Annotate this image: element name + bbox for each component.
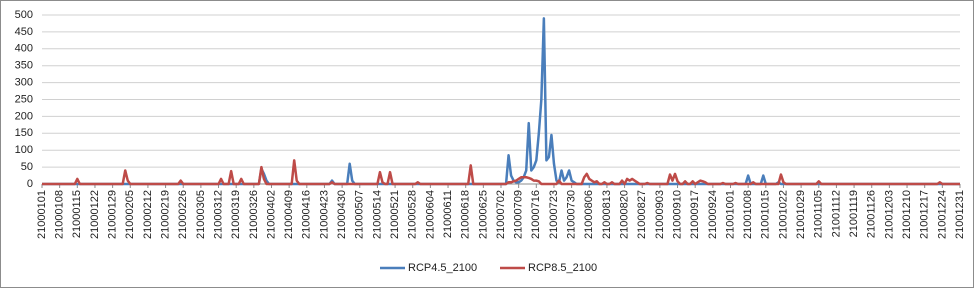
y-tick-label: 150 [15, 127, 33, 139]
x-tick-label: 21000924 [707, 190, 719, 239]
x-tick-label: 21000326 [248, 190, 260, 239]
x-tick-label: 21000806 [583, 190, 595, 239]
x-tick-label: 21000528 [407, 190, 419, 239]
x-tick-label: 21000723 [548, 190, 560, 239]
x-tick-label: 21000716 [530, 190, 542, 239]
x-tick-label: 21001217 [919, 190, 931, 239]
x-tick-label: 21000226 [177, 190, 189, 239]
y-tick-label: 50 [21, 161, 33, 173]
legend-label: RCP8.5_2100 [528, 262, 597, 274]
x-tick-label: 21000416 [301, 190, 313, 239]
x-tick-label: 21000625 [477, 190, 489, 239]
x-tick-label: 21000115 [71, 190, 83, 238]
x-tick-label: 21000702 [495, 190, 507, 239]
legend-label: RCP4.5_2100 [408, 262, 477, 274]
x-tick-label: 21000827 [636, 190, 648, 239]
x-tick-label: 21000507 [354, 190, 366, 239]
x-tick-label: 21001231 [954, 190, 966, 239]
x-tick-label: 21000312 [212, 190, 224, 239]
x-tick-label: 21001224 [936, 190, 948, 239]
y-tick-label: 250 [15, 93, 33, 105]
x-tick-label: 21001112 [830, 190, 842, 237]
series-line [42, 159, 960, 186]
x-tick-label: 21000219 [159, 190, 171, 239]
x-tick-label: 21001126 [866, 190, 878, 238]
x-tick-label: 21001015 [760, 190, 772, 239]
x-tick-label: 21001001 [724, 190, 736, 239]
x-tick-label: 21000521 [389, 190, 401, 239]
x-tick-label: 21000430 [336, 190, 348, 239]
x-tick-label: 21000813 [601, 190, 613, 239]
x-tick-label: 21000903 [654, 190, 666, 239]
y-tick-label: 400 [15, 43, 33, 55]
x-tick-label: 21000409 [283, 190, 295, 239]
y-tick-label: 450 [15, 26, 33, 38]
x-tick-label: 21001119 [848, 190, 860, 237]
x-tick-label: 21000611 [442, 190, 454, 238]
x-tick-label: 21000212 [142, 190, 154, 239]
x-tick-label: 21000730 [566, 190, 578, 239]
x-tick-label: 21000423 [318, 190, 330, 239]
x-tick-label: 21000910 [671, 190, 683, 239]
y-tick-label: 100 [15, 144, 33, 156]
y-tick-label: 500 [15, 9, 33, 21]
x-tick-label: 21001029 [795, 190, 807, 239]
x-tick-label: 21000604 [424, 190, 436, 239]
x-tick-label: 21000514 [371, 190, 383, 239]
x-tick-label: 21000205 [124, 190, 136, 239]
y-tick-label: 200 [15, 110, 33, 122]
x-tick-label: 21001008 [742, 190, 754, 239]
x-tick-label: 21000618 [460, 190, 472, 239]
x-tick-label: 21000709 [513, 190, 525, 239]
x-tick-label: 21000108 [54, 190, 66, 239]
x-tick-label: 21000820 [618, 190, 630, 239]
x-tick-label: 21001203 [883, 190, 895, 239]
y-tick-label: 300 [15, 77, 33, 89]
x-tick-label: 21001210 [901, 190, 913, 239]
x-tick-label: 21000917 [689, 190, 701, 239]
x-tick-label: 21001105 [813, 190, 825, 238]
x-tick-label: 21001022 [777, 190, 789, 239]
x-tick-label: 21000319 [230, 190, 242, 239]
x-tick-label: 21000402 [265, 190, 277, 239]
y-tick-label: 350 [15, 60, 33, 72]
x-tick-label: 21000129 [107, 190, 119, 239]
x-tick-label: 21000305 [195, 190, 207, 239]
y-tick-label: 0 [27, 178, 33, 190]
x-tick-label: 21000122 [89, 190, 101, 239]
x-tick-label: 21000101 [36, 190, 48, 239]
